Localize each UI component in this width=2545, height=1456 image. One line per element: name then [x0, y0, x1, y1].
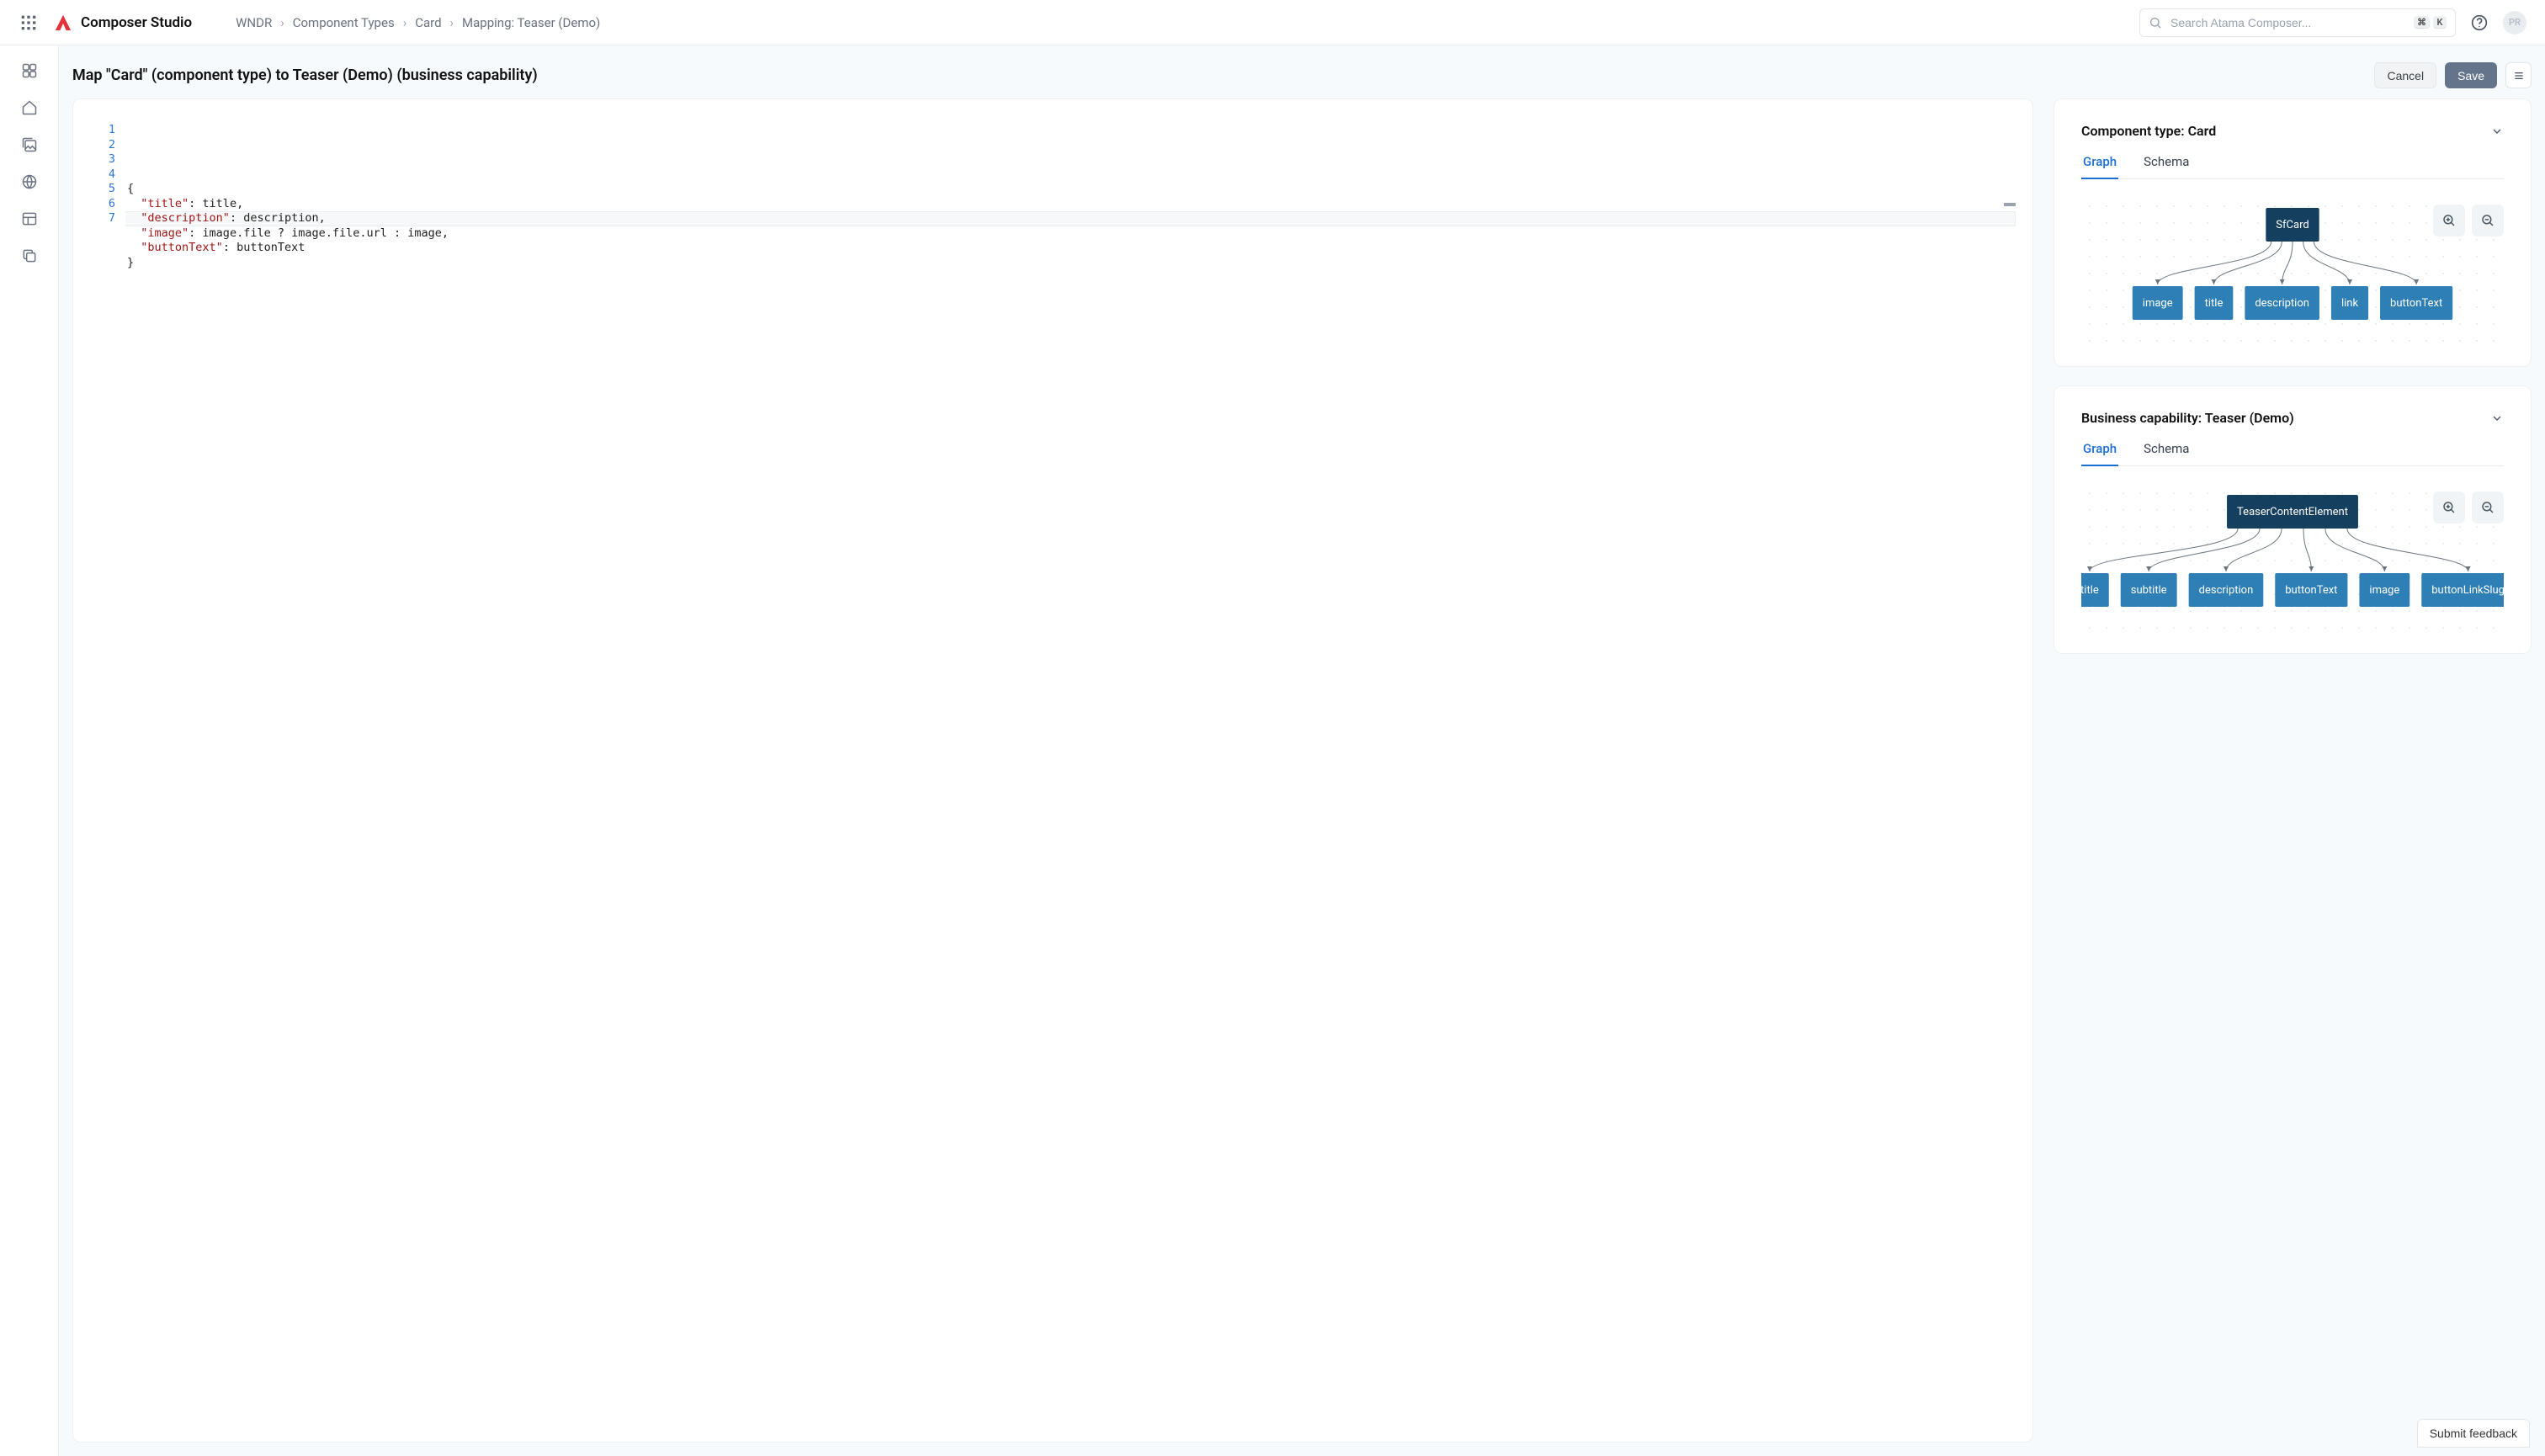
app-logo[interactable]: Composer Studio: [54, 13, 192, 32]
breadcrumb-separator: ›: [403, 15, 407, 30]
user-avatar[interactable]: PR: [2503, 11, 2526, 35]
globe-icon[interactable]: [21, 173, 38, 190]
graph-svg-bottom: title subtitle description buttonText image b…: [2081, 485, 2504, 633]
breadcrumb-separator: ›: [450, 15, 454, 30]
copy-icon[interactable]: [21, 247, 38, 264]
tab-schema[interactable]: Schema: [2142, 154, 2191, 178]
breadcrumb-item[interactable]: Component Types: [293, 15, 395, 30]
svg-text:buttonLinkSlug: buttonLinkSlug: [2431, 584, 2504, 597]
tab-graph[interactable]: Graph: [2081, 441, 2118, 466]
chevron-down-icon[interactable]: [2490, 125, 2504, 138]
home-icon[interactable]: [21, 99, 38, 116]
svg-text:title: title: [2205, 297, 2224, 310]
svg-text:TeaserContentElement: TeaserContentElement: [2237, 506, 2348, 518]
help-icon[interactable]: [2471, 14, 2488, 31]
component-type-panel: Component type: Card Graph Schema: [2054, 98, 2532, 367]
tab-schema[interactable]: Schema: [2142, 441, 2191, 465]
svg-text:description: description: [2199, 584, 2254, 597]
global-search[interactable]: ⌘ K: [2139, 8, 2456, 37]
layout-icon[interactable]: [21, 210, 38, 227]
images-icon[interactable]: [21, 136, 38, 153]
breadcrumb-item[interactable]: Card: [415, 15, 441, 30]
apps-grid-icon[interactable]: [20, 14, 37, 31]
save-button[interactable]: Save: [2445, 62, 2497, 88]
svg-text:buttonText: buttonText: [2390, 297, 2442, 310]
code-editor[interactable]: 1234567 { "title": title, "description":…: [97, 123, 2016, 1425]
breadcrumb-separator: ›: [280, 15, 284, 30]
chevron-down-icon[interactable]: [2490, 412, 2504, 425]
panel-title: Business capability: Teaser (Demo): [2081, 410, 2294, 426]
breadcrumb-item[interactable]: Mapping: Teaser (Demo): [462, 15, 600, 30]
main-area: Map "Card" (component type) to Teaser (D…: [59, 45, 2545, 1456]
more-menu-button[interactable]: [2505, 62, 2532, 88]
panel-tabs-bottom: Graph Schema: [2081, 441, 2504, 466]
line-gutter: 1234567: [97, 123, 127, 1425]
svg-text:subtitle: subtitle: [2131, 584, 2167, 597]
page-title: Map "Card" (component type) to Teaser (D…: [72, 66, 538, 84]
app-name: Composer Studio: [81, 14, 192, 31]
menu-icon: [2512, 69, 2526, 82]
breadcrumb-item[interactable]: WNDR: [236, 15, 272, 30]
top-bar: Composer Studio WNDR › Component Types › Car…: [0, 0, 2545, 45]
breadcrumb: WNDR › Component Types › Card › Mapping: Tease…: [236, 15, 600, 30]
submit-feedback-button[interactable]: Submit feedback: [2417, 1419, 2530, 1448]
panel-tabs-top: Graph Schema: [2081, 154, 2504, 179]
panel-title: Component type: Card: [2081, 123, 2216, 139]
business-capability-panel: Business capability: Teaser (Demo) Graph…: [2054, 385, 2532, 654]
svg-text:title: title: [2081, 584, 2099, 597]
svg-text:image: image: [2143, 297, 2173, 310]
graph-area-top[interactable]: image title description link buttonText SfCar…: [2081, 198, 2504, 346]
graph-area-bottom[interactable]: title subtitle description buttonText image b…: [2081, 485, 2504, 633]
search-input[interactable]: [2169, 15, 2407, 30]
cancel-button[interactable]: Cancel: [2374, 62, 2436, 88]
dashboard-icon[interactable]: [21, 62, 38, 79]
svg-text:buttonText: buttonText: [2285, 584, 2337, 597]
logo-mark-icon: [54, 13, 72, 32]
tab-graph[interactable]: Graph: [2081, 154, 2118, 179]
code-area[interactable]: { "title": title, "description": descrip…: [127, 123, 2016, 1425]
svg-text:description: description: [2255, 297, 2309, 310]
svg-text:image: image: [2369, 584, 2399, 597]
search-icon: [2149, 16, 2162, 29]
mapping-editor-card: 1234567 { "title": title, "description":…: [72, 98, 2033, 1443]
svg-text:SfCard: SfCard: [2276, 219, 2309, 231]
side-nav: [0, 45, 59, 1456]
graph-svg-top: image title description link buttonText SfCar…: [2081, 198, 2504, 346]
svg-text:link: link: [2341, 297, 2359, 310]
search-shortcut: ⌘ K: [2414, 16, 2447, 29]
